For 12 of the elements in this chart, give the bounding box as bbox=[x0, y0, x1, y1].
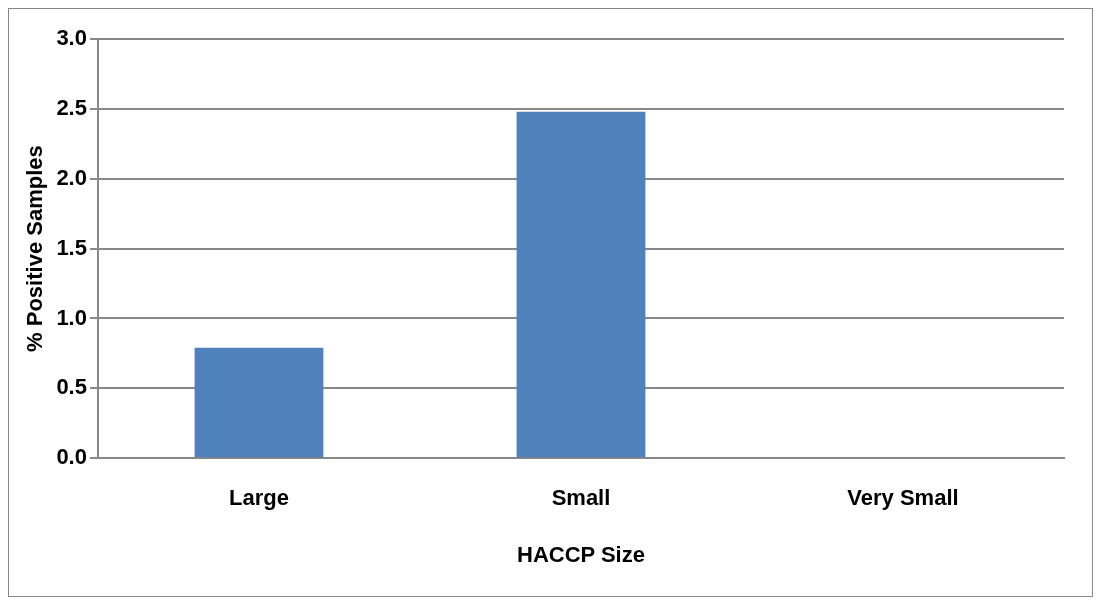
y-tick-label: 3.0 bbox=[56, 25, 87, 51]
y-tick-label: 1.0 bbox=[56, 304, 87, 330]
y-tick-label: 1.5 bbox=[56, 234, 87, 260]
x-tick-label: Small bbox=[551, 485, 611, 511]
x-axis-title: HACCP Size bbox=[517, 541, 645, 567]
y-tick-label: 0.0 bbox=[56, 444, 87, 470]
y-tick-label: 2.5 bbox=[56, 94, 87, 120]
y-tick-label: 0.5 bbox=[56, 374, 87, 400]
x-tick-label: Very Small bbox=[847, 485, 959, 511]
y-tick-label: 2.0 bbox=[56, 164, 87, 190]
x-tick-label: Large bbox=[229, 485, 289, 511]
y-axis-title: % Positive Samples bbox=[22, 145, 48, 352]
